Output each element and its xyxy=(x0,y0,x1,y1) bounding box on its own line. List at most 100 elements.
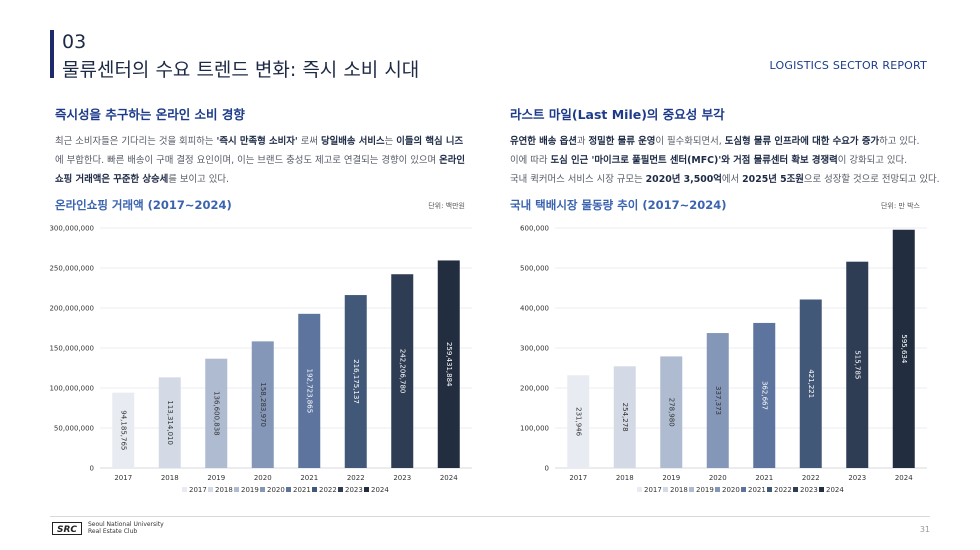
legend-label: 2018 xyxy=(670,486,688,494)
text-run-bold: 도심 인근 '마이크로 풀필먼트 센터(MFC)'와 거점 물류센터 확보 경쟁… xyxy=(550,155,838,166)
club-logo: SRC xyxy=(52,522,82,535)
left-chart-unit: 단위: 백만원 xyxy=(428,202,465,210)
legend-swatch xyxy=(312,487,317,492)
bar-value-label: 216,175,137 xyxy=(352,359,360,404)
bar-2023 xyxy=(846,261,869,468)
bar-2020 xyxy=(251,341,274,468)
bar-value-label: 421,221 xyxy=(807,369,815,398)
y-tick-label: 100,000 xyxy=(520,425,549,433)
legend-swatch xyxy=(637,487,642,492)
x-tick-label: 2020 xyxy=(254,474,272,482)
bar-value-label: 231,946 xyxy=(574,407,582,436)
x-tick-label: 2024 xyxy=(895,474,913,482)
legend-swatch xyxy=(767,487,772,492)
bar-value-label: 337,373 xyxy=(714,386,722,415)
y-tick-label: 200,000,000 xyxy=(49,305,94,313)
legend-label: 2023 xyxy=(345,486,363,494)
page-number: 31 xyxy=(919,525,930,534)
bar-2019 xyxy=(205,358,228,468)
text-run: 로써 xyxy=(297,136,322,147)
bar-2022 xyxy=(344,295,367,468)
bar-value-label: 242,206,780 xyxy=(398,349,406,394)
y-tick-label: 400,000 xyxy=(520,305,549,313)
bar-value-label: 136,600,838 xyxy=(212,391,220,436)
legend-label: 2024 xyxy=(826,486,844,494)
x-tick-label: 2019 xyxy=(207,474,225,482)
bar-value-label: 515,785 xyxy=(853,350,861,379)
x-tick-label: 2017 xyxy=(114,474,132,482)
legend-swatch xyxy=(741,487,746,492)
bar-2017 xyxy=(567,375,590,468)
section-number: 03 xyxy=(62,31,87,53)
legend-label: 2020 xyxy=(722,486,740,494)
right-body: 유연한 배송 옵션과 정밀한 물류 운영이 필수화되면서, 도심형 물류 인프라… xyxy=(510,132,940,189)
club-name: Seoul National University Real Estate Cl… xyxy=(88,521,164,535)
text-run-bold: 2025년 5조원 xyxy=(742,174,804,185)
x-tick-label: 2023 xyxy=(848,474,866,482)
text-line: 국내 퀵커머스 서비스 시장 규모는 2020년 3,500억에서 2025년 … xyxy=(510,170,940,189)
legend-label: 2023 xyxy=(800,486,818,494)
parcel-volume-chart: 0 100,000 200,000 300,000 400,000 500,000 600,… xyxy=(520,225,927,494)
bar-2020 xyxy=(706,333,729,468)
bar-2022 xyxy=(799,299,822,468)
text-line: 유연한 배송 옵션과 정밀한 물류 운영이 필수화되면서, 도심형 물류 인프라… xyxy=(510,132,925,151)
x-tick-label: 2022 xyxy=(347,474,365,482)
text-run: 에서 xyxy=(721,174,743,185)
y-tick-label: 200,000 xyxy=(520,385,549,393)
bar-value-label: 113,314,010 xyxy=(166,400,174,445)
bar-2019 xyxy=(660,356,683,468)
text-run: 이 필수화되면서, xyxy=(655,136,725,147)
x-tick-label: 2018 xyxy=(161,474,179,482)
x-tick-label: 2022 xyxy=(802,474,820,482)
text-line: 에 부합한다. 빠른 배송이 구매 결정 요인이며, 이는 브랜드 충성도 제고… xyxy=(55,151,470,170)
bar-2017 xyxy=(112,392,135,468)
legend-label: 2022 xyxy=(774,486,792,494)
x-tick-label: 2017 xyxy=(569,474,587,482)
legend-swatch xyxy=(286,487,291,492)
bar-value-label: 94,185,765 xyxy=(119,410,127,450)
bar-value-label: 278,980 xyxy=(667,398,675,427)
legend-label: 2024 xyxy=(371,486,389,494)
text-run-bold: '즉시 만족형 소비자' xyxy=(216,136,298,147)
text-line: 쇼핑 거래액은 꾸준한 상승세를 보이고 있다. xyxy=(55,170,470,189)
left-column: 즉시성을 추구하는 온라인 소비 경향 최근 소비자들은 기다리는 것을 회피하… xyxy=(55,104,470,189)
legend-label: 2017 xyxy=(644,486,662,494)
footer-divider xyxy=(50,516,930,517)
legend-label: 2019 xyxy=(696,486,714,494)
legend-swatch xyxy=(715,487,720,492)
x-tick-label: 2023 xyxy=(393,474,411,482)
y-tick-label: 600,000 xyxy=(520,225,549,233)
report-label: LOGISTICS SECTOR REPORT xyxy=(769,59,927,72)
x-tick-label: 2018 xyxy=(616,474,634,482)
online-shopping-chart: 0 50,000,000 100,000,000 150,000,000 200,000… xyxy=(49,225,472,494)
y-tick-label: 300,000,000 xyxy=(49,225,94,233)
text-run: 를 보이고 있다. xyxy=(168,174,229,185)
y-tick-label: 150,000,000 xyxy=(49,345,94,353)
x-tick-label: 2020 xyxy=(709,474,727,482)
text-run-bold: 당일배송 서비스 xyxy=(321,136,385,147)
text-run: 국내 퀵커머스 서비스 시장 규모는 xyxy=(510,174,646,185)
bar-2023 xyxy=(391,274,414,468)
legend-swatch xyxy=(819,487,824,492)
y-tick-label: 250,000,000 xyxy=(49,265,94,273)
bar-value-label: 254,278 xyxy=(621,403,629,432)
y-tick-label: 100,000,000 xyxy=(49,385,94,393)
x-tick-label: 2021 xyxy=(755,474,773,482)
text-run: 는 xyxy=(384,136,397,147)
left-chart-header: 온라인쇼핑 거래액 (2017~2024) 단위: 백만원 xyxy=(55,197,465,213)
text-run-bold: 온라인 xyxy=(439,155,465,166)
bar-value-label: 158,283,970 xyxy=(259,382,267,427)
bar-2018 xyxy=(158,377,181,468)
legend-swatch xyxy=(364,487,369,492)
legend-swatch xyxy=(793,487,798,492)
page-title: 물류센터의 수요 트렌드 변화: 즉시 소비 시대 xyxy=(62,59,420,81)
text-run: 이 강화되고 있다. xyxy=(837,155,908,166)
x-tick-label: 2019 xyxy=(662,474,680,482)
legend-label: 2018 xyxy=(215,486,233,494)
x-tick-label: 2024 xyxy=(440,474,458,482)
club-name-line1: Seoul National University xyxy=(88,521,164,528)
bar-value-label: 362,667 xyxy=(760,381,768,410)
legend-swatch xyxy=(663,487,668,492)
y-tick-label: 300,000 xyxy=(520,345,549,353)
left-chart-title: 온라인쇼핑 거래액 (2017~2024) xyxy=(55,198,232,212)
